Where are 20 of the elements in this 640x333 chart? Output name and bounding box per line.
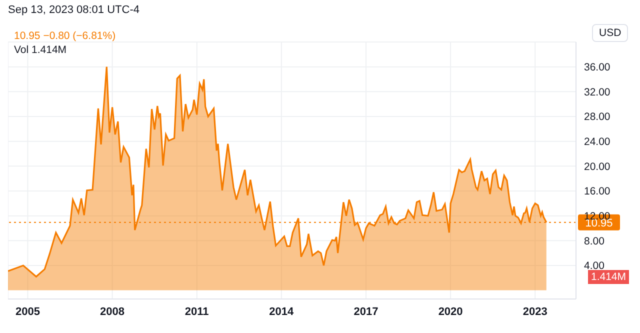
y-tick-label: 4.00 [584,260,605,272]
text: USD [592,24,628,42]
x-tick-label: 2014 [269,306,295,318]
y-tick-label: 32.00 [584,86,610,98]
x-tick-label: 2017 [354,306,378,318]
x-tick-label: 2005 [15,306,40,318]
x-tick-label: 2020 [438,306,463,318]
y-tick-label: 28.00 [584,111,610,124]
y-tick-label: 16.00 [584,186,610,198]
y-tick-label: 36.00 [584,62,610,74]
annotation: 10.95 −0.80 (−6.81%) [14,30,116,42]
x-tick-label: 2023 [522,306,548,318]
annotation: Vol 1.414M [14,44,67,56]
y-tick-label: 20.00 [584,160,610,173]
y-tick-label: 8.00 [584,235,605,248]
chart-subtitle: Sep 13, 2023 08:01 UTC-4 [8,4,140,16]
x-tick-label: 2011 [184,306,209,318]
text: 1.414M [588,270,630,284]
y-tick-label: 24.00 [584,136,610,148]
x-tick-label: 2008 [100,306,125,318]
